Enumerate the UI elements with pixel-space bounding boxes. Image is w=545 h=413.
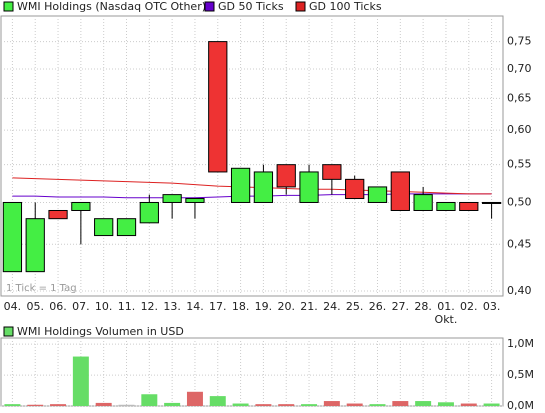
candle-body: [71, 201, 91, 211]
x-tick-label: 13.: [163, 300, 181, 313]
volume-bar: [323, 401, 340, 406]
candle-body: [48, 209, 68, 220]
note: 1 Tick = 1 Tag: [6, 283, 77, 294]
x-annotation: Okt.: [435, 313, 458, 326]
candle-body: [299, 171, 319, 203]
candle-body: [322, 164, 342, 180]
moving-average: [12, 177, 492, 195]
candle-body: [459, 201, 479, 211]
y-tick-label: 0,75: [507, 35, 532, 48]
x-tick-label: 26.: [369, 300, 387, 313]
x-tick-label: 12.: [141, 300, 159, 313]
volume-bar: [232, 403, 249, 406]
x-tick-label: 25.: [346, 300, 364, 313]
volume-bar: [95, 402, 112, 406]
candle-body: [436, 201, 456, 211]
candle-body: [116, 218, 137, 237]
x-tick-label: 03.: [483, 300, 501, 313]
candle-body: [253, 171, 274, 203]
x-tick-label: 10.: [95, 300, 113, 313]
x-tick-label: 20.: [277, 300, 295, 313]
y-tick-label: 0,65: [507, 91, 532, 104]
volume-bar: [460, 403, 477, 406]
x-tick-label: 27.: [392, 300, 410, 313]
legend-label: GD 50 Ticks: [218, 0, 284, 13]
x-tick-label: 24.: [323, 300, 341, 313]
volume-bar: [369, 404, 386, 406]
candle-body: [230, 167, 251, 203]
x-tick-label: 02.: [460, 300, 478, 313]
volume-bar: [4, 404, 21, 406]
x-tick-label: 11.: [118, 300, 136, 313]
candle-body: [208, 41, 228, 173]
legend-swatch: [295, 1, 306, 12]
x-tick-label: 18.: [232, 300, 250, 313]
legend-label: WMI Holdings Volumen in USD: [17, 325, 184, 338]
legend-swatch: [3, 1, 14, 12]
candle-body: [185, 198, 205, 203]
volume-bar: [255, 404, 272, 406]
x-tick-label: 05.: [26, 300, 44, 313]
volume-bar: [392, 401, 409, 406]
legend-swatch: [3, 326, 14, 337]
price-panel: [0, 15, 504, 297]
x-tick-label: 14.: [186, 300, 204, 313]
volume-bar: [141, 394, 158, 406]
candle-body: [481, 201, 502, 204]
moving-average: [12, 193, 492, 199]
candle-body: [390, 171, 410, 211]
volume-bar: [301, 404, 318, 406]
volume-bar: [209, 396, 226, 406]
y-tick-label: 0,5M: [507, 368, 534, 381]
y-tick-label: 0,40: [507, 284, 532, 297]
volume-bar: [118, 404, 135, 406]
volume-bar: [164, 402, 181, 406]
volume-bar: [72, 356, 89, 406]
volume-bar: [415, 401, 432, 406]
volume-bar: [483, 403, 500, 406]
x-tick-label: 06.: [49, 300, 67, 313]
y-tick-label: 0,60: [507, 123, 532, 136]
candle-body: [162, 194, 182, 203]
candle-body: [276, 164, 296, 188]
volume-bar: [278, 404, 295, 406]
y-tick-label: 1,0M: [507, 337, 534, 350]
legend-label: WMI Holdings (Nasdaq OTC Other): [17, 0, 206, 13]
legend-label: GD 100 Ticks: [309, 0, 382, 13]
candle-body: [94, 218, 114, 237]
x-tick-label: 21.: [300, 300, 318, 313]
y-tick-label: 0,55: [507, 158, 532, 171]
volume-bar: [437, 402, 454, 406]
candle-body: [345, 178, 365, 200]
legend-swatch: [204, 1, 215, 12]
legend: WMI Holdings (Nasdaq OTC Other) GD 50 Ti…: [3, 0, 382, 338]
x-tick-label: 04.: [4, 300, 22, 313]
y-tick-label: 0,0M: [507, 399, 534, 412]
volume-bar: [186, 391, 203, 406]
candle-body: [2, 201, 23, 273]
y-tick-label: 0,45: [507, 237, 532, 250]
volume-bar: [50, 404, 67, 406]
candle-body: [25, 218, 45, 273]
volume-bar: [346, 403, 363, 406]
x-tick-label: 17.: [209, 300, 227, 313]
candle-body: [367, 186, 388, 203]
x-tick-label: 28.: [414, 300, 432, 313]
x-tick-label: 19.: [255, 300, 273, 313]
candle-body: [413, 194, 433, 211]
y-tick-label: 0,70: [507, 62, 532, 75]
candle-body: [139, 201, 159, 224]
x-tick-label: 07.: [72, 300, 90, 313]
volume-bar: [27, 404, 44, 406]
x-tick-label: 01.: [437, 300, 455, 313]
y-tick-label: 0,50: [507, 195, 532, 208]
